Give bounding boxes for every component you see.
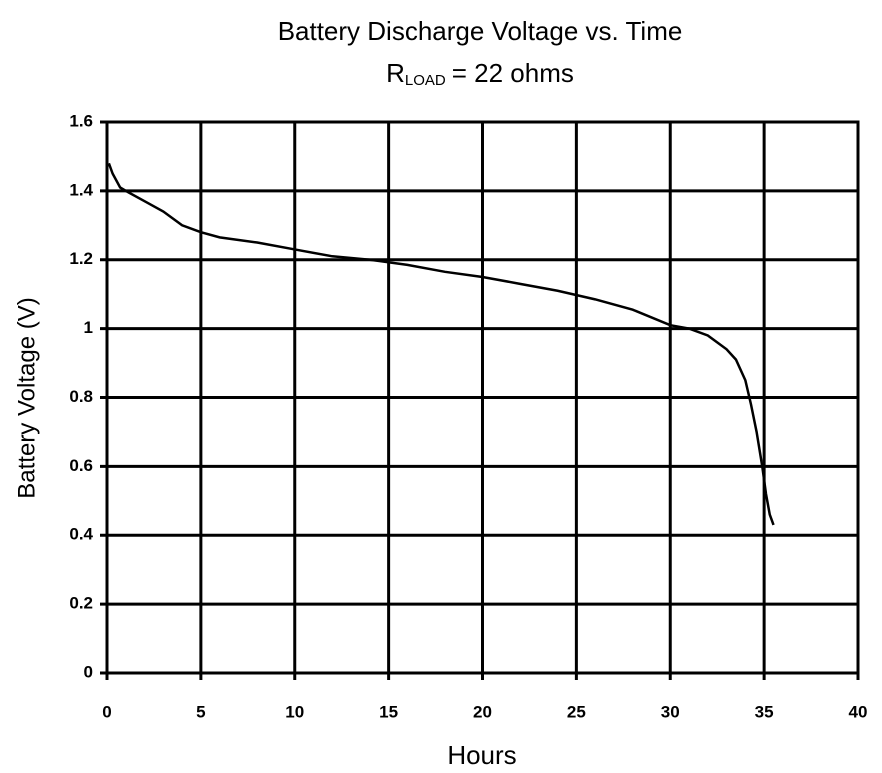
y-tick-label: 1.4	[69, 180, 93, 199]
y-tick-label: 0.6	[69, 456, 93, 475]
chart-title: Battery Discharge Voltage vs. Time	[278, 16, 683, 46]
y-tick-label: 1.2	[69, 249, 93, 268]
y-tick-label: 0.8	[69, 387, 93, 406]
x-tick-label: 35	[755, 702, 774, 721]
y-tick-label: 0.4	[69, 525, 93, 544]
y-tick-label: 0.2	[69, 594, 93, 613]
x-tick-label: 25	[567, 702, 586, 721]
x-tick-label: 20	[473, 702, 492, 721]
x-tick-label: 15	[379, 702, 398, 721]
y-tick-label: 1.6	[69, 111, 93, 130]
y-axis-label: Battery Voltage (V)	[13, 297, 40, 498]
plot-border	[105, 120, 860, 675]
x-tick-label: 10	[285, 702, 304, 721]
x-tick-label: 30	[661, 702, 680, 721]
x-tick-label: 0	[102, 702, 111, 721]
x-tick-label: 5	[196, 702, 205, 721]
x-tick-label: 40	[849, 702, 868, 721]
subtitle-subscript: LOAD	[405, 72, 446, 89]
y-tick-label: 1	[84, 318, 93, 337]
x-axis-label: Hours	[447, 740, 516, 770]
data-line	[107, 162, 775, 526]
subtitle-main: R	[386, 58, 405, 88]
subtitle-rest: = 22 ohms	[452, 58, 574, 88]
y-tick-label: 0	[84, 662, 93, 681]
chart-subtitle: RLOAD = 22 ohms	[386, 58, 574, 89]
